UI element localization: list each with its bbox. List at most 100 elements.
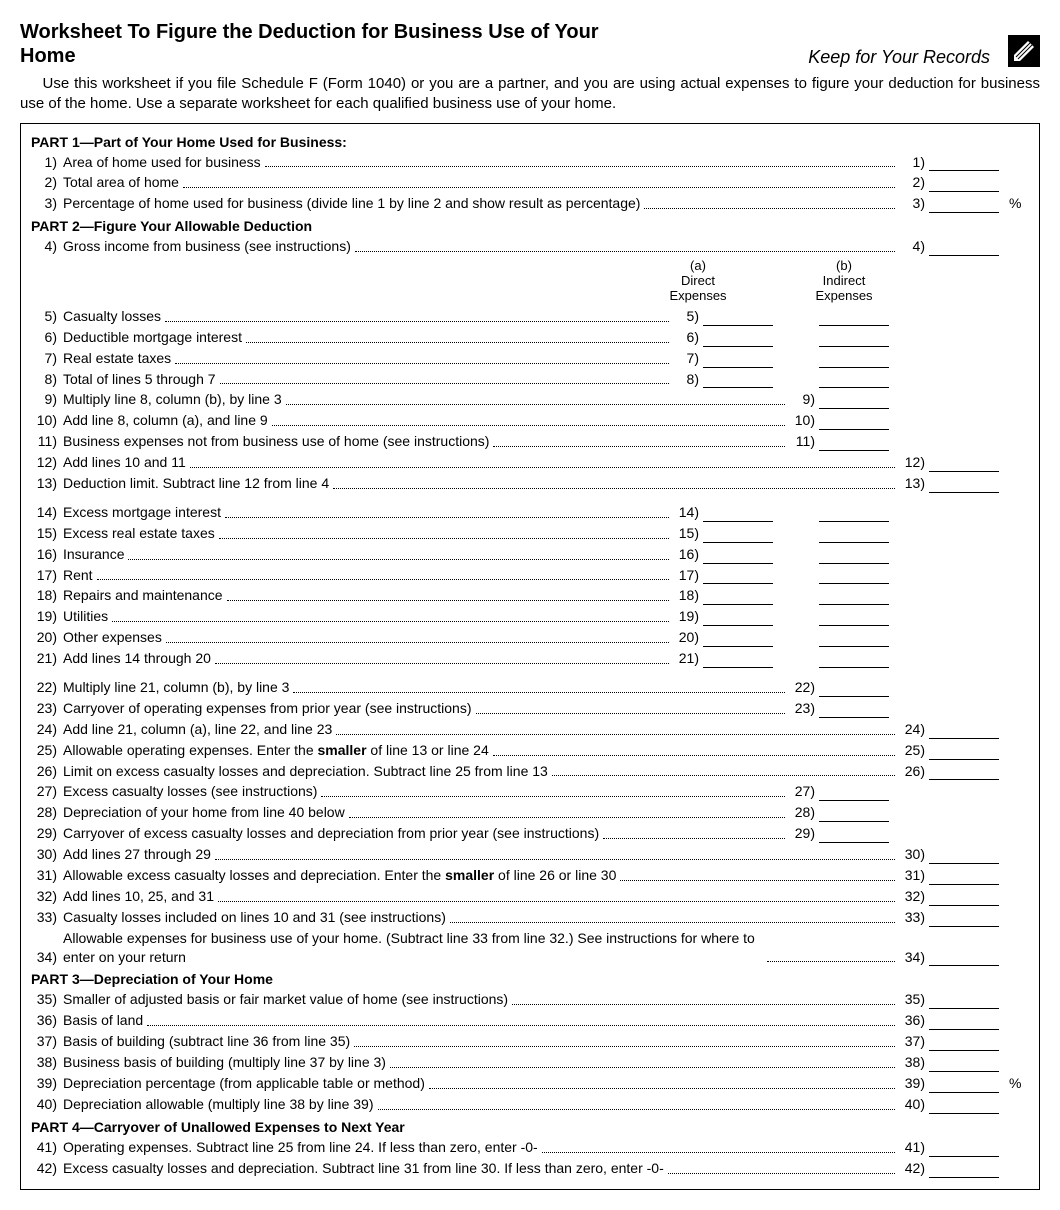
line-30: 30) Add lines 27 through 29 30) [31,844,1029,865]
input-blank[interactable] [929,892,999,906]
input-blank[interactable] [929,199,999,213]
line-10: 10) Add line 8, column (a), and line 9 1… [31,410,1029,431]
line-4: 4) Gross income from business (see instr… [31,236,1029,257]
input-blank[interactable] [819,416,889,430]
line-39: 39) Depreciation percentage (from applic… [31,1073,1029,1094]
input-blank[interactable] [929,952,999,966]
input-blank[interactable] [929,479,999,493]
input-blank[interactable] [929,995,999,1009]
part2-heading: PART 2—Figure Your Allowable Deduction [31,218,1029,234]
input-blank[interactable] [703,354,773,368]
input-blank[interactable] [703,633,773,647]
input-blank[interactable] [929,242,999,256]
input-blank[interactable] [929,913,999,927]
line-24: 24) Add line 21, column (a), line 22, an… [31,719,1029,740]
input-blank[interactable] [819,612,889,626]
pencil-icon [1008,35,1040,70]
line-rnum: 1) [899,153,929,172]
line-23: 23) Carryover of operating expenses from… [31,698,1029,719]
input-blank[interactable] [703,550,773,564]
line-21: 21) Add lines 14 through 20 21) [31,648,1029,669]
line-1: 1) Area of home used for business 1) [31,152,1029,173]
col-a-head: (a) Direct Expenses [643,259,753,304]
input-blank[interactable] [819,570,889,584]
column-headers: (a) Direct Expenses (b) Indirect Expense… [31,259,1029,304]
line-31: 31) Allowable excess casualty losses and… [31,865,1029,886]
input-blank[interactable] [929,1143,999,1157]
line-5: 5) Casualty losses 5) [31,306,1029,327]
line-28: 28) Depreciation of your home from line … [31,802,1029,823]
part4-heading: PART 4—Carryover of Unallowed Expenses t… [31,1119,1029,1135]
input-blank[interactable] [703,591,773,605]
line-7: 7) Real estate taxes 7) [31,348,1029,369]
input-blank[interactable] [929,1037,999,1051]
line-22: 22) Multiply line 21, column (b), by lin… [31,677,1029,698]
line-41: 41) Operating expenses. Subtract line 25… [31,1137,1029,1158]
input-blank[interactable] [819,437,889,451]
input-blank[interactable] [819,550,889,564]
input-blank[interactable] [819,704,889,718]
input-blank[interactable] [703,612,773,626]
line-11: 11) Business expenses not from business … [31,431,1029,452]
input-blank[interactable] [819,829,889,843]
input-blank[interactable] [703,654,773,668]
input-blank[interactable] [819,508,889,522]
line-8: 8) Total of lines 5 through 7 8) [31,369,1029,390]
input-blank[interactable] [819,529,889,543]
input-blank[interactable] [929,157,999,171]
line-18: 18) Repairs and maintenance 18) [31,585,1029,606]
input-blank[interactable] [929,746,999,760]
line-2: 2) Total area of home 2) [31,172,1029,193]
input-blank[interactable] [703,570,773,584]
line-33: 33) Casualty losses included on lines 10… [31,907,1029,928]
input-blank[interactable] [929,458,999,472]
input-blank[interactable] [929,766,999,780]
line-34: 34) Allowable expenses for business use … [31,928,1029,968]
input-blank[interactable] [703,333,773,347]
worksheet-box: PART 1—Part of Your Home Used for Busine… [20,123,1040,1190]
input-blank[interactable] [703,508,773,522]
line-42: 42) Excess casualty losses and depreciat… [31,1158,1029,1179]
line-26: 26) Limit on excess casualty losses and … [31,761,1029,782]
line-13: 13) Deduction limit. Subtract line 12 fr… [31,473,1029,494]
input-blank[interactable] [929,1164,999,1178]
line-15: 15) Excess real estate taxes 15) [31,523,1029,544]
worksheet-title: Worksheet To Figure the Deduction for Bu… [20,20,620,68]
input-blank[interactable] [819,633,889,647]
input-blank[interactable] [819,591,889,605]
input-blank[interactable] [703,529,773,543]
input-blank[interactable] [929,1016,999,1030]
input-blank[interactable] [929,725,999,739]
line-29: 29) Carryover of excess casualty losses … [31,823,1029,844]
input-blank[interactable] [703,374,773,388]
line-6: 6) Deductible mortgage interest 6) [31,327,1029,348]
part3-heading: PART 3—Depreciation of Your Home [31,971,1029,987]
input-blank[interactable] [929,1100,999,1114]
line-17: 17) Rent 17) [31,565,1029,586]
input-blank[interactable] [819,808,889,822]
line-20: 20) Other expenses 20) [31,627,1029,648]
input-blank[interactable] [703,312,773,326]
input-blank[interactable] [819,374,889,388]
header: Worksheet To Figure the Deduction for Bu… [20,20,1040,68]
input-blank[interactable] [819,683,889,697]
input-blank[interactable] [819,654,889,668]
input-blank[interactable] [819,354,889,368]
line-3: 3) Percentage of home used for business … [31,193,1029,214]
input-blank[interactable] [819,787,889,801]
line-40: 40) Depreciation allowable (multiply lin… [31,1094,1029,1115]
input-blank[interactable] [929,850,999,864]
input-blank[interactable] [929,871,999,885]
line-9: 9) Multiply line 8, column (b), by line … [31,389,1029,410]
input-blank[interactable] [929,1058,999,1072]
part1-heading: PART 1—Part of Your Home Used for Busine… [31,134,1029,150]
line-36: 36) Basis of land 36) [31,1010,1029,1031]
line-14: 14) Excess mortgage interest 14) [31,502,1029,523]
line-32: 32) Add lines 10, 25, and 31 32) [31,886,1029,907]
input-blank[interactable] [819,312,889,326]
input-blank[interactable] [819,395,889,409]
input-blank[interactable] [929,1079,999,1093]
line-12: 12) Add lines 10 and 11 12) [31,452,1029,473]
input-blank[interactable] [819,333,889,347]
input-blank[interactable] [929,178,999,192]
